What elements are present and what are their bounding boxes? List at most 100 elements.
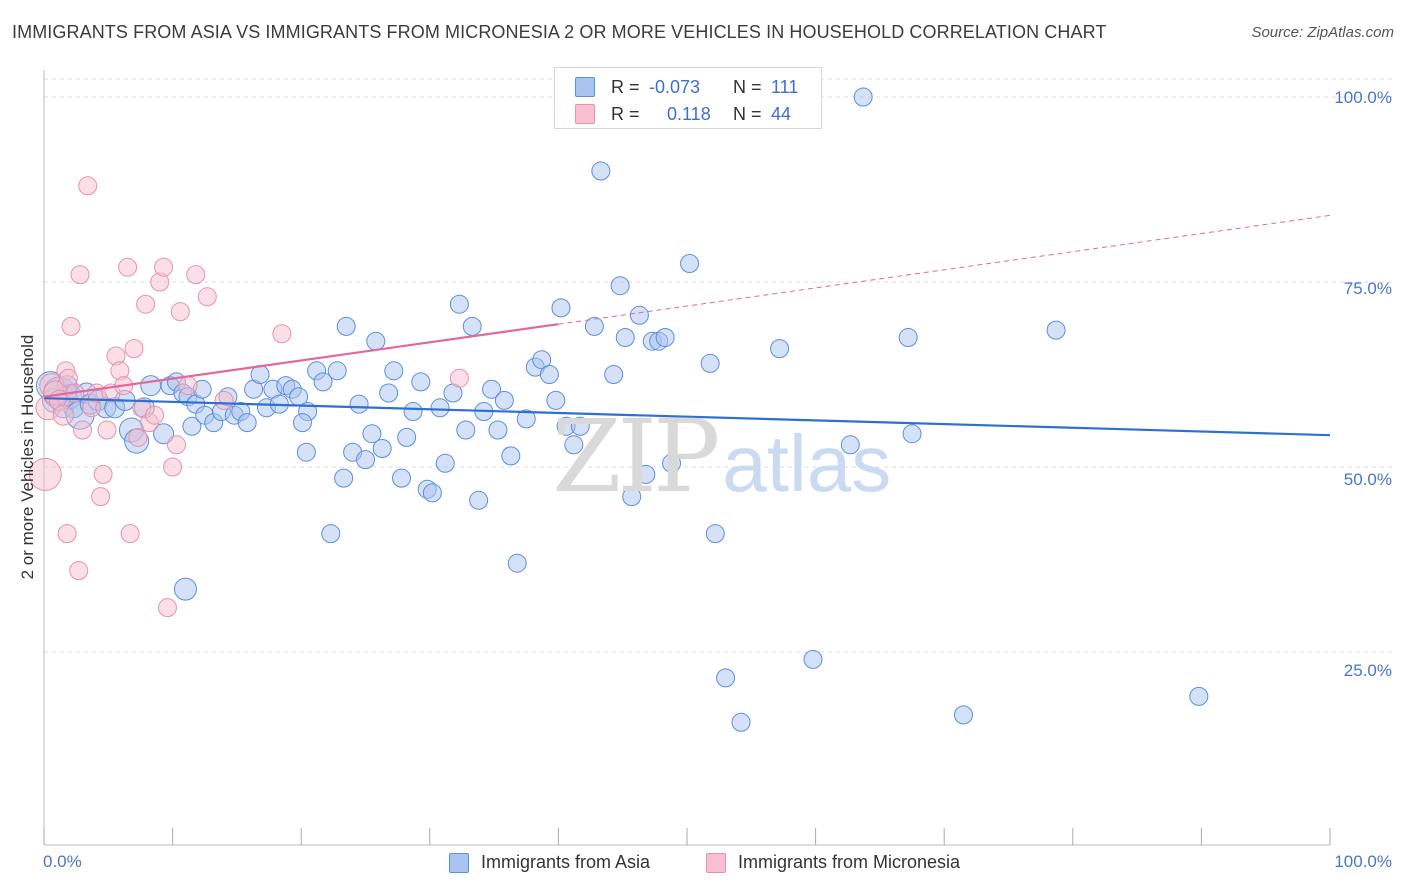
micronesia-point bbox=[214, 390, 234, 410]
asia-point bbox=[507, 553, 527, 573]
asia-point bbox=[1046, 320, 1066, 340]
asia-point bbox=[140, 375, 162, 397]
asia-swatch bbox=[449, 853, 469, 873]
micronesia-point bbox=[52, 404, 74, 426]
asia-point bbox=[584, 316, 604, 336]
micronesia-point bbox=[78, 176, 98, 196]
asia-point bbox=[173, 577, 197, 601]
micronesia-swatch bbox=[575, 104, 595, 124]
n-label: N = bbox=[733, 77, 762, 97]
asia-point bbox=[662, 453, 682, 473]
asia-point bbox=[469, 490, 489, 510]
source-credit: Source: ZipAtlas.com bbox=[1251, 24, 1394, 41]
asia-point bbox=[313, 372, 333, 392]
micro-points bbox=[28, 176, 469, 618]
asia-point bbox=[564, 435, 584, 455]
asia-point bbox=[570, 416, 590, 436]
asia-point bbox=[336, 316, 356, 336]
r-value: 0.118 bbox=[667, 104, 711, 124]
legend-item-asia[interactable]: Immigrants from Asia bbox=[449, 852, 689, 876]
asia-point bbox=[898, 328, 918, 347]
asia-point bbox=[501, 446, 521, 466]
asia-point bbox=[296, 442, 316, 462]
micronesia-point bbox=[61, 316, 81, 336]
trend-layer bbox=[43, 214, 1331, 437]
asia-point bbox=[770, 339, 790, 359]
micronesia-point bbox=[166, 435, 186, 455]
r-label: R = bbox=[611, 77, 640, 97]
n-label: N = bbox=[733, 104, 762, 124]
asia-points bbox=[35, 87, 1209, 732]
micronesia-point bbox=[69, 561, 89, 581]
n-value: 44 bbox=[771, 104, 792, 124]
asia-point bbox=[551, 298, 571, 318]
r-label: R = bbox=[611, 104, 640, 124]
asia-point bbox=[591, 161, 611, 181]
legend-item-micronesia[interactable]: Immigrants from Micronesia bbox=[706, 852, 1006, 876]
asia-point bbox=[716, 668, 736, 688]
asia-point bbox=[803, 649, 823, 669]
x-tick-label-max: 100.0% bbox=[1334, 852, 1392, 871]
micronesia-point bbox=[163, 457, 183, 477]
micronesia-point bbox=[128, 427, 148, 447]
asia-point bbox=[1189, 686, 1209, 706]
micronesia-point bbox=[93, 464, 113, 484]
micronesia-point bbox=[272, 324, 292, 344]
correlation-legend: R = -0.073 N = 111 R = 0.118 N = 44 bbox=[554, 67, 822, 129]
asia-point bbox=[153, 423, 175, 445]
y-tick-label: 50.0% bbox=[1343, 470, 1392, 489]
asia-point bbox=[655, 328, 675, 347]
asia-point bbox=[327, 361, 347, 381]
asia-point bbox=[539, 365, 559, 384]
legend-label-asia: Immigrants from Asia bbox=[481, 852, 651, 872]
axis-layer bbox=[43, 70, 1331, 846]
asia-swatch bbox=[575, 77, 595, 97]
asia-point bbox=[610, 276, 630, 296]
asia-point bbox=[321, 524, 341, 544]
asia-point bbox=[366, 331, 386, 351]
micronesia-point bbox=[73, 420, 93, 440]
micronesia-point bbox=[28, 457, 62, 491]
y-tick-label: 100.0% bbox=[1334, 88, 1392, 107]
micronesia-point bbox=[70, 265, 90, 285]
n-value: 111 bbox=[771, 77, 799, 97]
asia-point bbox=[403, 402, 423, 421]
asia-point bbox=[384, 361, 404, 381]
asia-point bbox=[953, 705, 973, 725]
asia-point bbox=[372, 439, 392, 458]
micronesia-point bbox=[145, 405, 165, 425]
micronesia-point bbox=[57, 524, 77, 544]
y-axis-label: 2 or more Vehicles in Household bbox=[18, 334, 37, 580]
asia-point bbox=[840, 435, 860, 455]
asia-point bbox=[516, 409, 536, 429]
asia-point bbox=[362, 424, 382, 444]
r-value: -0.073 bbox=[649, 77, 701, 97]
asia-point bbox=[488, 420, 508, 440]
asia-point bbox=[622, 487, 642, 507]
micronesia-point bbox=[178, 376, 198, 396]
micronesia-point bbox=[97, 420, 117, 440]
asia-point bbox=[680, 254, 700, 273]
asia-point bbox=[237, 413, 257, 433]
micronesia-point bbox=[170, 302, 190, 322]
asia-point bbox=[629, 305, 649, 325]
x-tick-label-min: 0.0% bbox=[43, 852, 82, 871]
asia-trend-line bbox=[43, 397, 1331, 437]
legend-label-micronesia: Immigrants from Micronesia bbox=[738, 852, 961, 872]
micronesia-point bbox=[197, 287, 217, 307]
asia-point bbox=[604, 365, 624, 384]
micronesia-point bbox=[449, 368, 469, 388]
asia-point bbox=[334, 468, 354, 488]
micronesia-point bbox=[120, 524, 140, 544]
asia-point bbox=[430, 398, 450, 418]
micronesia-point bbox=[118, 257, 138, 277]
y-tick-label: 75.0% bbox=[1343, 279, 1392, 298]
micronesia-point bbox=[91, 487, 111, 507]
asia-point bbox=[532, 350, 552, 370]
asia-point bbox=[546, 390, 566, 410]
asia-point bbox=[456, 420, 476, 440]
asia-point bbox=[494, 390, 514, 410]
micronesia-point bbox=[186, 265, 206, 285]
asia-point bbox=[636, 464, 656, 484]
